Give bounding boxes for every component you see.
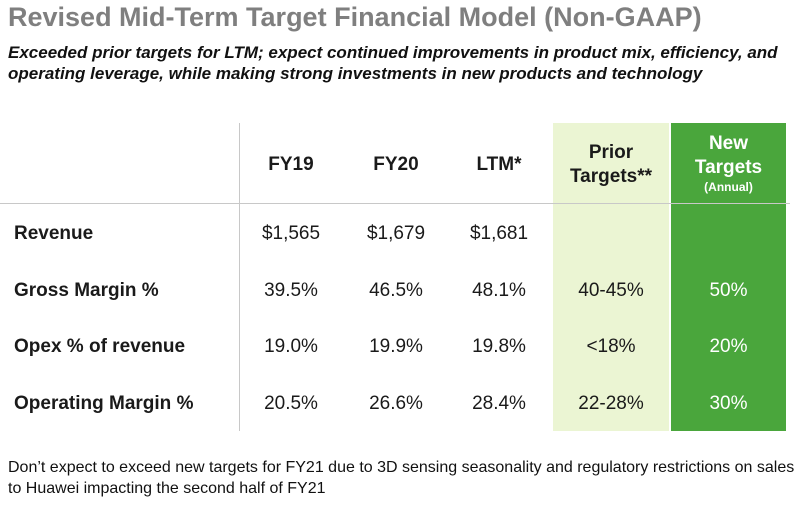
cell-fy20: 19.9% (369, 336, 423, 357)
cell-fy20: $1,679 (366, 223, 426, 244)
header-fy19: FY19 (268, 154, 314, 175)
table-row-operating-margin: Operating Margin % 20.5% 26.6% 28.4% 22-… (0, 384, 790, 424)
cell-ltm: 19.8% (472, 336, 526, 357)
cell-fy19: 20.5% (264, 393, 318, 414)
row-label: Opex % of revenue (14, 336, 186, 357)
cell-new: 30% (709, 393, 748, 414)
cell-ltm: $1,681 (469, 223, 529, 244)
new-targets-column-bg (671, 123, 786, 431)
page-subtitle: Exceeded prior targets for LTM; expect c… (8, 43, 778, 83)
table-vertical-divider (239, 123, 240, 431)
header-prior-line1: Prior (588, 142, 634, 163)
cell-prior: 22-28% (578, 393, 644, 414)
cell-new: 20% (709, 336, 748, 357)
header-fy20: FY20 (373, 154, 419, 175)
row-label: Revenue (14, 223, 94, 244)
header-new-sub: (Annual) (704, 180, 753, 194)
page-title: Revised Mid-Term Target Financial Model … (8, 2, 702, 32)
cell-fy19: 19.0% (264, 336, 318, 357)
table-header-divider (0, 203, 790, 204)
prior-targets-column-bg (553, 123, 669, 431)
header-prior-targets: Prior Targets** (553, 141, 669, 189)
cell-ltm: 28.4% (472, 393, 526, 414)
cell-ltm: 48.1% (472, 280, 526, 301)
table-row-revenue: Revenue $1,565 $1,679 $1,681 (0, 214, 790, 254)
cell-fy19: $1,565 (261, 223, 321, 244)
cell-fy20: 26.6% (369, 393, 423, 414)
row-label: Gross Margin % (14, 280, 159, 301)
cell-prior: <18% (586, 336, 636, 357)
header-ltm: LTM* (476, 154, 522, 175)
row-label: Operating Margin % (14, 393, 194, 414)
financial-model-table: FY19 FY20 LTM* Prior Targets** New Targe… (0, 123, 790, 431)
cell-fy20: 46.5% (369, 280, 423, 301)
cell-fy19: 39.5% (264, 280, 318, 301)
header-new-line1: New (708, 133, 749, 154)
header-new-targets: New Targets (Annual) (671, 132, 786, 194)
footnote: Don’t expect to exceed new targets for F… (8, 459, 795, 497)
cell-new: 50% (709, 280, 748, 301)
header-new-line2: Targets (694, 157, 763, 178)
cell-prior: 40-45% (578, 280, 644, 301)
header-prior-line2: Targets** (569, 166, 652, 187)
table-row-gross-margin: Gross Margin % 39.5% 46.5% 48.1% 40-45% … (0, 271, 790, 311)
table-row-opex: Opex % of revenue 19.0% 19.9% 19.8% <18%… (0, 327, 790, 367)
